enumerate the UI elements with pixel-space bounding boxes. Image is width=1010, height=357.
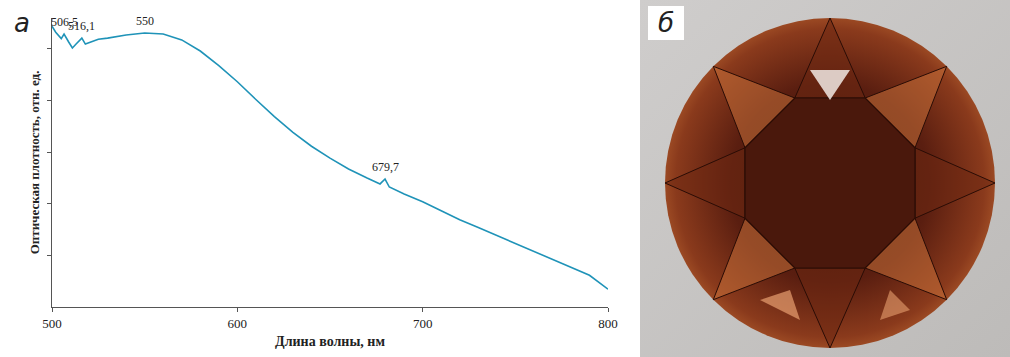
- svg-text:600: 600: [228, 316, 248, 331]
- svg-text:Длина волны, нм: Длина волны, нм: [275, 334, 385, 349]
- svg-text:506,5: 506,5: [51, 15, 78, 29]
- svg-text:Оптическая плотность, отн. ед.: Оптическая плотность, отн. ед.: [27, 71, 42, 255]
- svg-text:800: 800: [598, 316, 618, 331]
- svg-text:550: 550: [136, 14, 154, 28]
- svg-text:500: 500: [42, 316, 62, 331]
- html-text:а: а: [14, 8, 30, 38]
- svg-text:700: 700: [413, 316, 433, 331]
- svg-text:516,1: 516,1: [68, 19, 95, 33]
- svg-text:679,7: 679,7: [372, 160, 399, 174]
- html-text:б: б: [658, 8, 674, 38]
